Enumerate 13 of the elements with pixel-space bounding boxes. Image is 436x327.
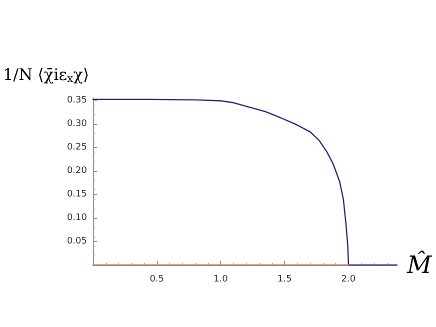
x-tick-label: 2.0: [341, 274, 356, 284]
line-series: [92, 98, 398, 266]
y-tick-label: 0.10: [66, 212, 88, 223]
y-tick-label: 0.35: [66, 95, 87, 106]
x-tick-label: 0.5: [150, 274, 164, 284]
x-tick-label: 1.5: [277, 274, 292, 284]
y-tick-label: 0.30: [66, 118, 88, 129]
y-tick-label: 0.15: [66, 189, 87, 200]
y-tick-label: 0.20: [66, 166, 88, 176]
y-tick-label: 0.25: [66, 142, 87, 152]
x-tick-label: 1.0: [214, 274, 228, 284]
x-axis-title: M̂: [406, 250, 433, 279]
y-tick-label: 0.05: [66, 236, 87, 246]
